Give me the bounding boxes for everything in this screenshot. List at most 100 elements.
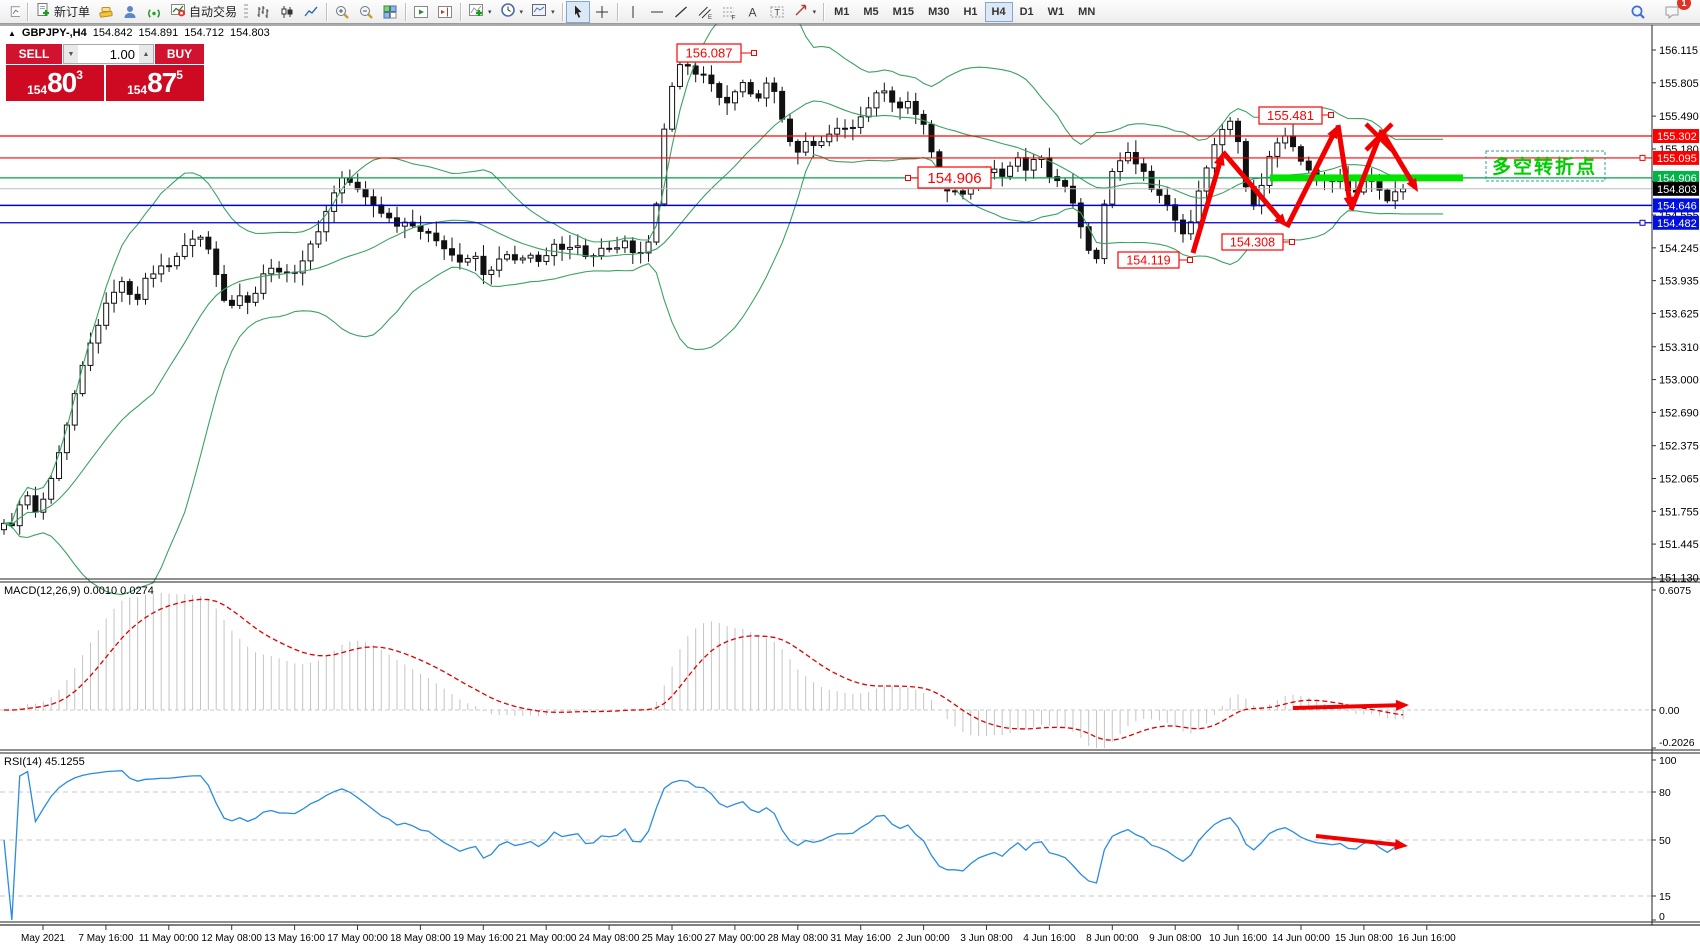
toolbar-separator <box>616 2 618 21</box>
zoom-out-icon[interactable] <box>354 1 378 23</box>
autotrading-button[interactable]: 自动交易 <box>166 1 241 23</box>
main-toolbar: 新订单 自动交易 ▾ ▾ ▾ E F A T ▾ M1 M5 M15 M30 H1 H4 D… <box>0 0 1700 24</box>
svg-text:152.375: 152.375 <box>1659 441 1699 453</box>
timeframe-h4[interactable]: H4 <box>984 1 1013 22</box>
ask-prefix: 154 <box>127 83 148 97</box>
chart-shift-icon[interactable] <box>433 1 457 23</box>
indicators-icon <box>468 2 484 21</box>
svg-text:-0.2026: -0.2026 <box>1659 737 1695 749</box>
vertical-line-tool-icon[interactable] <box>621 1 645 23</box>
volume-up-button[interactable]: ▲ <box>139 45 153 63</box>
text-tool-icon[interactable]: A <box>741 1 765 23</box>
trendline-tool-icon[interactable] <box>669 1 693 23</box>
svg-text:100: 100 <box>1659 755 1677 767</box>
right-tools: 1 <box>1626 0 1698 23</box>
panel-borders <box>0 24 1700 926</box>
timeframe-w1[interactable]: W1 <box>1047 5 1065 18</box>
zoom-in-icon[interactable] <box>330 1 354 23</box>
bar-chart-icon[interactable] <box>251 1 275 23</box>
arrow-shape-icon <box>793 2 809 21</box>
bid-big: 80 <box>47 67 77 98</box>
new-order-button[interactable]: 新订单 <box>31 1 94 23</box>
fibonacci-tool-icon[interactable]: F <box>717 1 741 23</box>
timeframe-m30[interactable]: M30 <box>928 5 950 18</box>
tile-windows-icon[interactable] <box>378 1 402 23</box>
time-axis: May 2021 7 May 16:00 11 May 00:00 12 May 08… <box>21 925 1456 944</box>
text-label-tool-icon[interactable]: T <box>765 1 789 23</box>
ohlc-high: 154.891 <box>138 27 179 39</box>
clock-icon <box>500 2 516 21</box>
shapes-tool-button[interactable]: ▾ <box>789 1 821 23</box>
svg-text:152.690: 152.690 <box>1659 407 1699 419</box>
autotrading-label: 自动交易 <box>189 5 238 19</box>
toolbar-grip <box>244 3 249 20</box>
svg-text:14 Jun 00:00: 14 Jun 00:00 <box>1272 933 1330 944</box>
channel-tool-icon[interactable]: E <box>693 1 717 23</box>
toolbar-separator <box>326 2 328 21</box>
one-click-trading-panel: SELL ▼ 1.00 ▲ BUY 154 80 3 154 87 5 <box>6 44 204 101</box>
svg-text:2 Jun 00:00: 2 Jun 00:00 <box>897 933 950 944</box>
dropdown-caret: ▾ <box>812 8 817 16</box>
new-order-label: 新订单 <box>54 5 91 19</box>
svg-text:7 May 16:00: 7 May 16:00 <box>78 933 133 944</box>
symbol-name: GBPJPY-,H4 <box>21 27 87 39</box>
svg-text:154.906: 154.906 <box>927 170 981 187</box>
svg-text:154.646: 154.646 <box>1657 200 1697 212</box>
svg-text:24 May 08:00: 24 May 08:00 <box>579 933 640 944</box>
toolbar-separator <box>561 2 563 21</box>
toolbar-separator <box>27 2 28 21</box>
new-chart-icon[interactable] <box>2 1 24 23</box>
svg-text:12 May 08:00: 12 May 08:00 <box>201 933 262 944</box>
indicators-button[interactable]: ▾ <box>464 1 496 23</box>
svg-text:15 Jun 08:00: 15 Jun 08:00 <box>1335 933 1393 944</box>
svg-text:13 May 16:00: 13 May 16:00 <box>264 933 325 944</box>
toolbar-separator <box>405 2 407 21</box>
svg-text:155.302: 155.302 <box>1657 131 1697 143</box>
timeframe-m5[interactable]: M5 <box>863 5 879 18</box>
rsi-panel <box>0 770 1652 921</box>
svg-text:17 May 00:00: 17 May 00:00 <box>327 933 388 944</box>
crosshair-tool-icon[interactable] <box>590 1 614 23</box>
market-watch-icon[interactable] <box>94 1 118 23</box>
bid-price-box[interactable]: 154 80 3 <box>6 65 104 101</box>
volume-value[interactable]: 1.00 <box>109 47 135 62</box>
timeframe-m15[interactable]: M15 <box>892 5 915 18</box>
dropdown-caret: ▾ <box>551 8 555 16</box>
ask-price-box[interactable]: 154 87 5 <box>106 65 204 101</box>
volume-stepper: ▼ 1.00 ▲ <box>63 44 154 64</box>
svg-text:154.245: 154.245 <box>1659 243 1699 255</box>
svg-text:A: A <box>748 5 756 19</box>
buy-button[interactable]: BUY <box>155 44 204 64</box>
chat-icon[interactable]: 1 <box>1660 0 1691 23</box>
auto-scroll-icon[interactable] <box>409 1 433 23</box>
indicator-labels: MACD(12,26,9) 0.0010 0.0274 RSI(14) 45.12… <box>4 585 1695 923</box>
svg-text:153.000: 153.000 <box>1659 375 1699 387</box>
svg-text:80: 80 <box>1659 787 1671 799</box>
search-icon[interactable] <box>1626 1 1650 23</box>
navigator-icon[interactable] <box>118 1 142 23</box>
line-chart-icon[interactable] <box>299 1 323 23</box>
timeframe-mn[interactable]: MN <box>1078 5 1096 18</box>
svg-text:3 Jun 08:00: 3 Jun 08:00 <box>960 933 1013 944</box>
periods-button[interactable]: ▾ <box>496 1 528 23</box>
svg-text:155.805: 155.805 <box>1659 78 1699 90</box>
templates-button[interactable]: ▾ <box>527 1 559 23</box>
timeframe-h1[interactable]: H1 <box>963 5 978 18</box>
svg-text:May 2021: May 2021 <box>21 933 65 944</box>
volume-down-button[interactable]: ▼ <box>64 45 78 63</box>
svg-text:9 Jun 08:00: 9 Jun 08:00 <box>1149 933 1202 944</box>
timeframe-m1[interactable]: M1 <box>834 5 850 18</box>
macd-panel <box>0 592 1652 748</box>
horizontal-line-tool-icon[interactable] <box>645 1 669 23</box>
svg-text:T: T <box>774 7 780 17</box>
timeframe-d1[interactable]: D1 <box>1019 5 1034 18</box>
svg-text:31 May 16:00: 31 May 16:00 <box>830 933 891 944</box>
sell-button[interactable]: SELL <box>6 44 62 64</box>
svg-text:151.755: 151.755 <box>1659 506 1699 518</box>
cursor-tool-icon[interactable] <box>565 0 590 23</box>
signals-icon[interactable] <box>142 1 166 23</box>
candlestick-chart-icon[interactable] <box>275 1 299 23</box>
svg-text:多空转折点: 多空转折点 <box>1492 155 1597 178</box>
